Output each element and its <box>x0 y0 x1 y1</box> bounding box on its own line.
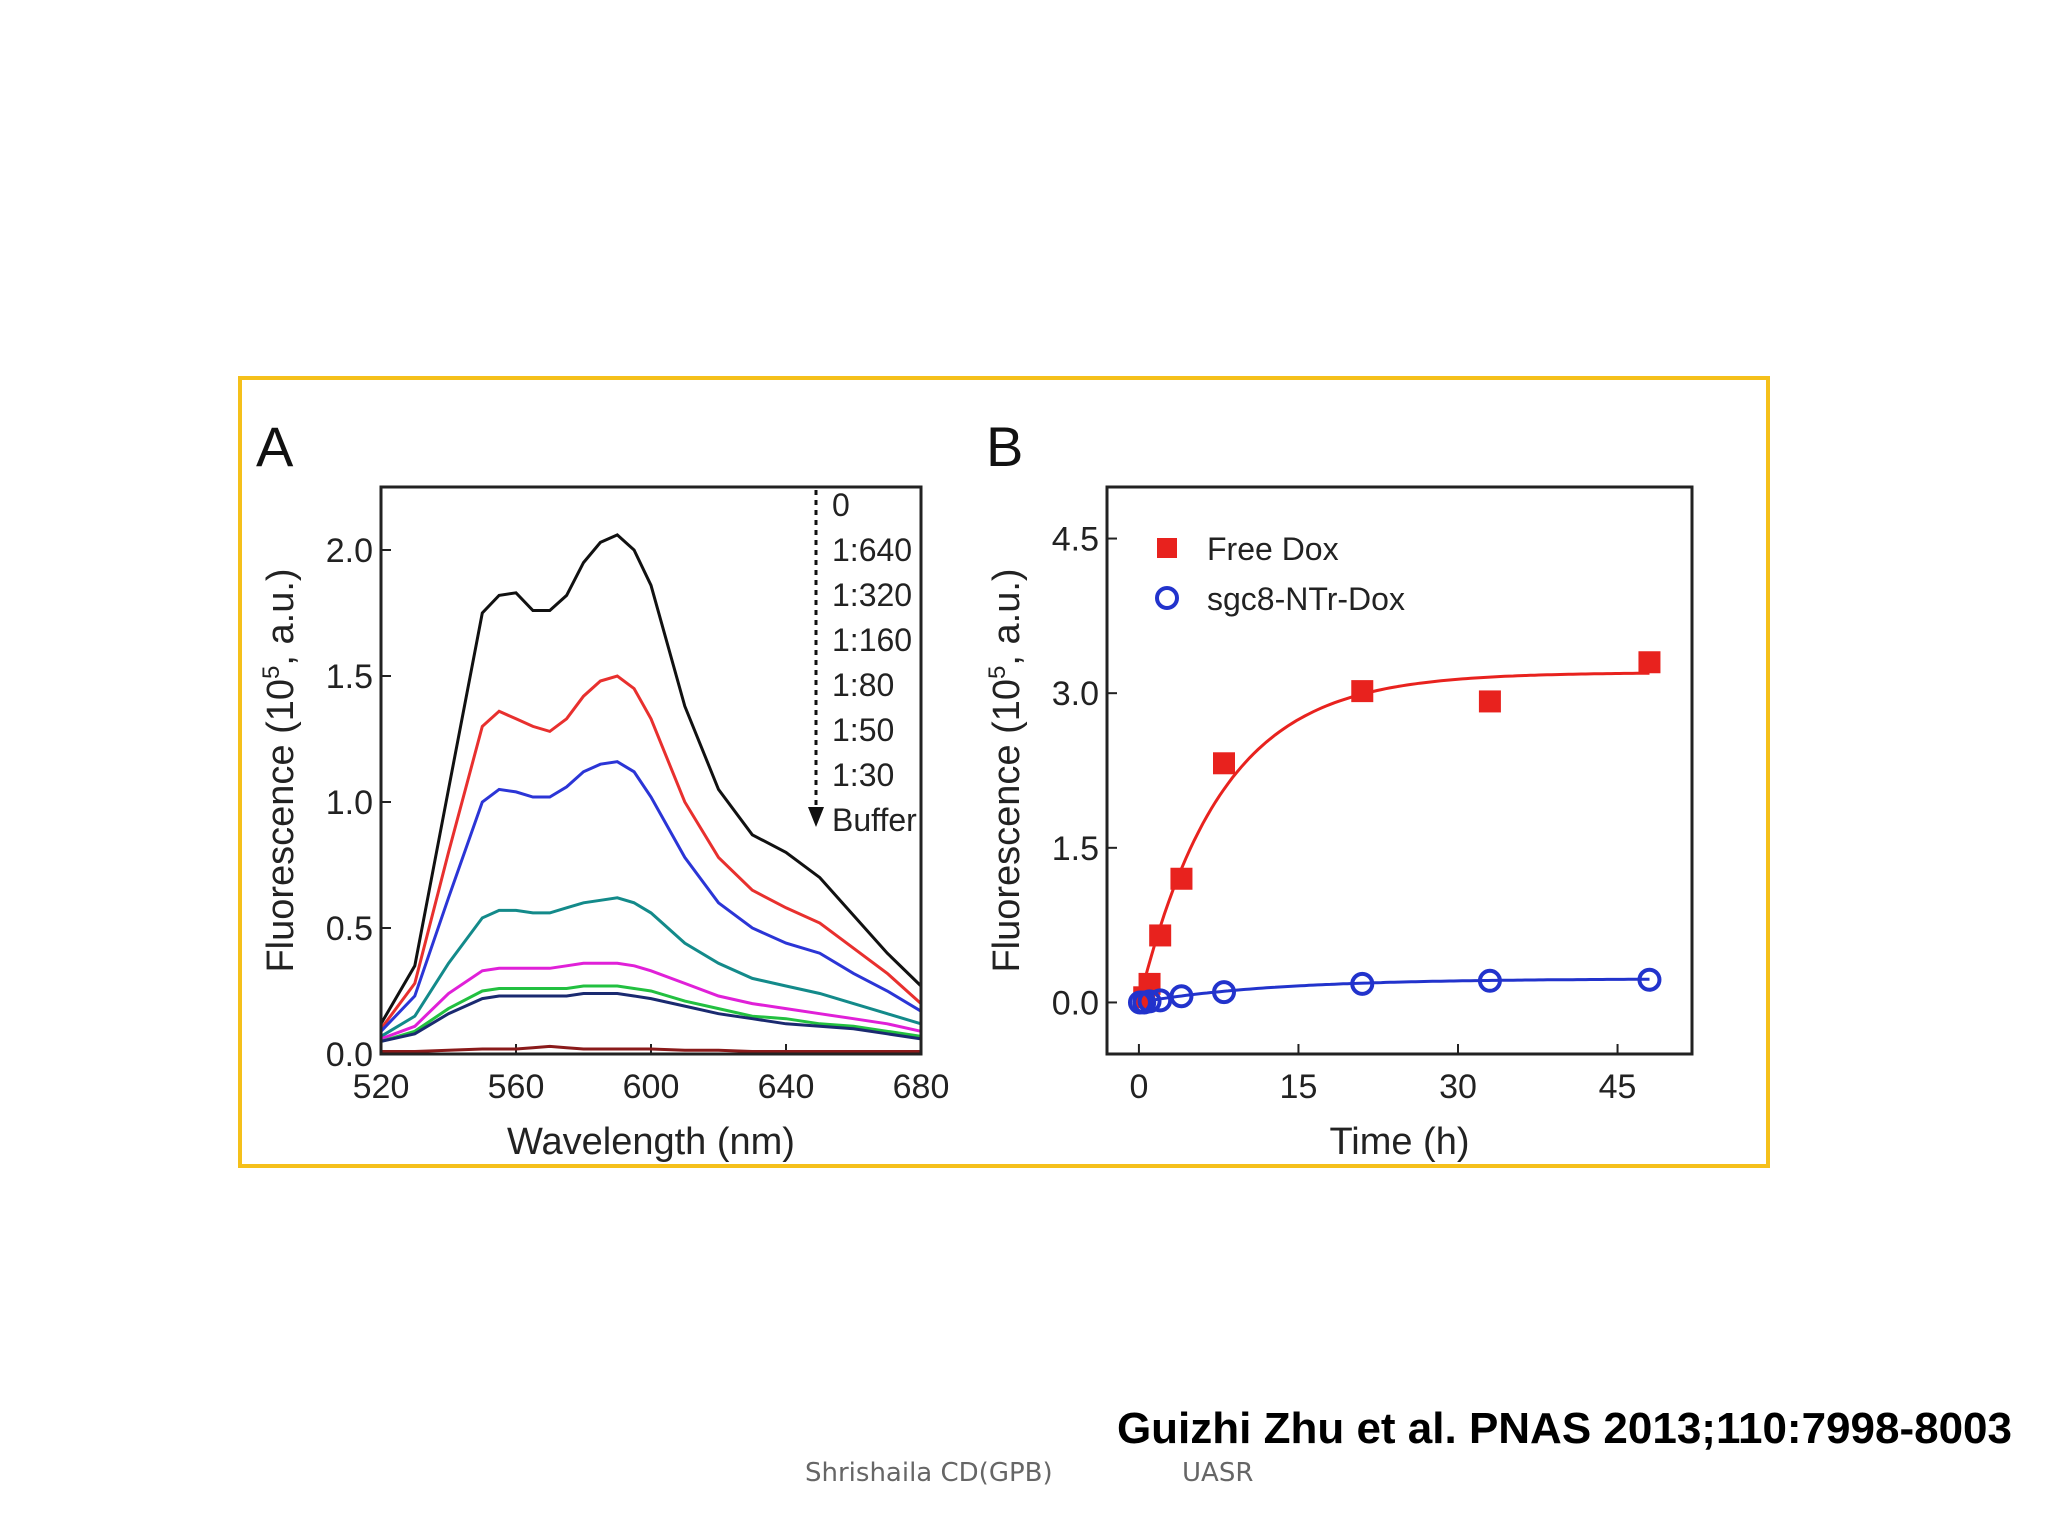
series-line-1-320 <box>379 760 922 1033</box>
data-point-sgc8 <box>1148 988 1173 1013</box>
data-point-sgc8 <box>1350 971 1375 996</box>
y-axis-title-superscript: 5 <box>258 666 285 679</box>
data-point-free-dox <box>1170 867 1193 890</box>
y-axis-title-superscript: 5 <box>984 666 1011 679</box>
legend-entry: 1:50 <box>832 712 894 748</box>
data-point-free-dox <box>1149 924 1172 947</box>
x-tick-label: 560 <box>488 1068 545 1106</box>
y-axis-title-part: Fluorescence (10 <box>260 679 302 973</box>
figure-frame: A 520 560 600 640 680 0.0 0.5 1.0 1.5 2.0 Wavelengt… <box>238 376 1770 1168</box>
x-tick-label: 640 <box>758 1068 815 1106</box>
panel-letter: A <box>256 415 294 478</box>
legend-entry: 1:30 <box>832 757 894 793</box>
y-tick-label: 1.0 <box>326 784 373 822</box>
data-point-free-dox <box>1638 651 1661 674</box>
x-tick-label: 30 <box>1439 1068 1477 1106</box>
x-tick-label: 45 <box>1599 1068 1637 1106</box>
x-tick-label: 15 <box>1280 1068 1318 1106</box>
y-axis-title: Fluorescence (105, a.u.) <box>258 568 302 972</box>
data-point-sgc8 <box>1477 968 1502 993</box>
plot-area-border <box>1105 485 1694 1056</box>
legend-entry: 1:80 <box>832 667 894 703</box>
data-point-sgc8 <box>1212 980 1236 1005</box>
panel-A: A 520 560 600 640 680 0.0 0.5 1.0 1.5 2.0 Wavelengt… <box>256 415 949 1163</box>
citation: Guizhi Zhu et al. PNAS 2013;110:7998-800… <box>1116 1404 2012 1453</box>
x-tick-label: 600 <box>623 1068 680 1106</box>
y-tick-label: 0.0 <box>326 1036 373 1074</box>
y-axis-title: Fluorescence (105, a.u.) <box>984 568 1028 972</box>
legend-entry: 1:640 <box>832 532 912 568</box>
legend-entry: 0 <box>832 487 850 523</box>
y-tick-label: 1.5 <box>1052 830 1099 868</box>
y-tick-label: 1.5 <box>326 658 373 696</box>
y-axis-title-part: Fluorescence (10 <box>986 679 1028 973</box>
x-axis-title: Time (h) <box>1329 1121 1469 1163</box>
footer-author: Shrishaila CD(GPB) <box>805 1458 1053 1488</box>
legend-arrow-head <box>808 807 824 827</box>
y-axis-title-part: , a.u.) <box>260 568 302 665</box>
legend-marker-free-dox <box>1157 538 1177 558</box>
data-point-free-dox <box>1478 690 1501 713</box>
panel-B: B 0 15 30 45 0.0 1.5 3.0 4.5 Time (h) Fluorescence… <box>984 415 1694 1163</box>
series-line-0 <box>379 533 923 1025</box>
series-line-1-80 <box>380 961 922 1041</box>
x-tick-label: 520 <box>353 1068 410 1106</box>
y-axis-title-part: , a.u.) <box>986 568 1028 665</box>
series-line-1-640 <box>379 674 923 1030</box>
legend-entry: Buffer <box>832 802 917 838</box>
x-tick-label: 0 <box>1129 1068 1148 1106</box>
x-axis-title: Wavelength (nm) <box>507 1121 795 1163</box>
data-point-sgc8 <box>1137 989 1162 1014</box>
legend-entry: 1:320 <box>832 577 912 613</box>
x-tick-label: 680 <box>893 1068 950 1106</box>
fit-curve-sgc8-NTr-Dox <box>1138 977 1650 1004</box>
series-line-1-160 <box>380 896 922 1038</box>
y-tick-label: 4.5 <box>1052 521 1099 559</box>
data-point-free-dox <box>1351 680 1374 703</box>
y-tick-label: 0.0 <box>1052 984 1099 1022</box>
panel-letter: B <box>986 415 1023 478</box>
legend-entry: 1:160 <box>832 622 912 658</box>
y-tick-label: 3.0 <box>1052 675 1099 713</box>
plot-area-border <box>379 485 923 1056</box>
series-line-1-50 <box>380 984 922 1043</box>
legend-entry: Free Dox <box>1207 531 1339 567</box>
y-tick-label: 0.5 <box>326 910 373 948</box>
fit-curve-Free Dox <box>1137 671 1650 1003</box>
data-point-sgc8 <box>1169 984 1194 1009</box>
data-point-sgc8 <box>1637 967 1662 992</box>
y-tick-label: 2.0 <box>326 532 373 570</box>
figure-canvas: A 520 560 600 640 680 0.0 0.5 1.0 1.5 2.0 Wavelengt… <box>256 415 1694 1163</box>
data-point-free-dox <box>1213 752 1235 775</box>
legend-marker-sgc8 <box>1155 586 1179 610</box>
series-line-Buffer <box>381 1044 921 1053</box>
series-line-1-30 <box>380 992 922 1043</box>
footer-institution: UASR <box>1182 1458 1254 1488</box>
data-point-free-dox <box>1138 972 1161 995</box>
legend-entry: sgc8-NTr-Dox <box>1207 581 1405 617</box>
